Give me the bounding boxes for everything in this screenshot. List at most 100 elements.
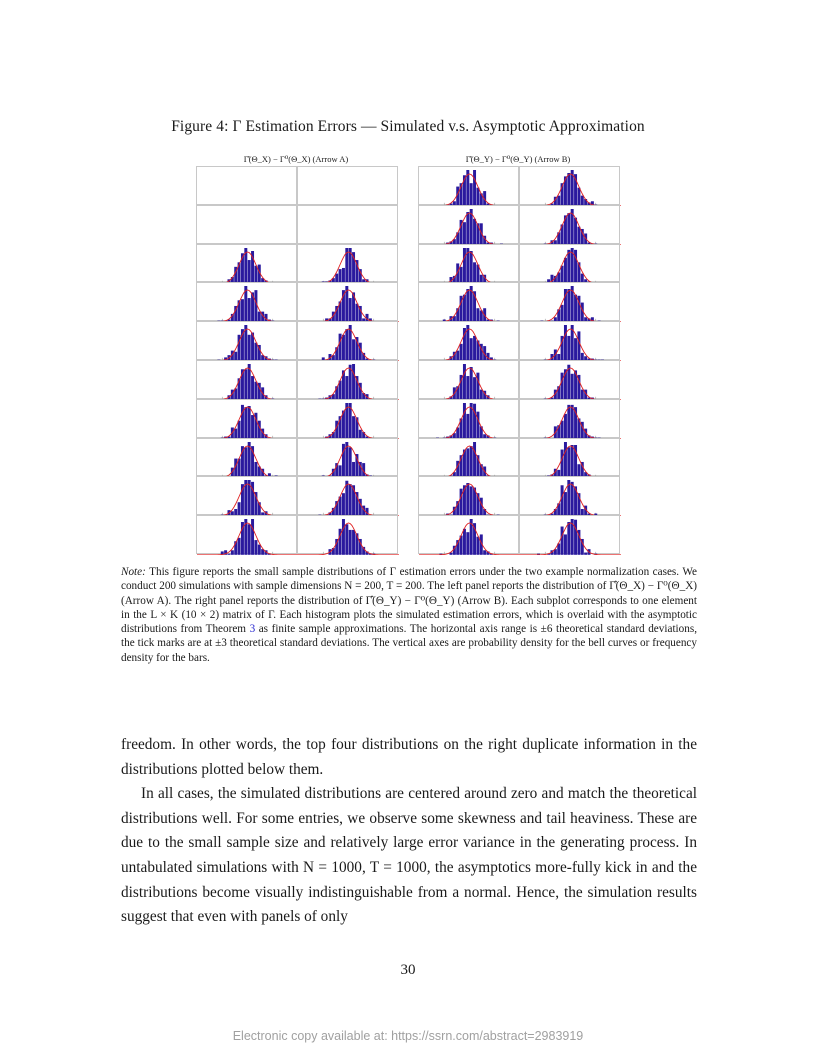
left-subplot (196, 476, 298, 517)
right-subplot (418, 166, 520, 206)
bell-curve (419, 406, 520, 439)
right-subplot (519, 243, 621, 284)
bell-curve (419, 522, 520, 555)
histogram-bar (563, 534, 567, 555)
histogram-bar (224, 357, 228, 361)
histogram-bar (567, 404, 571, 439)
histogram-bar (489, 553, 493, 555)
histogram-bar (244, 247, 248, 284)
histogram-bar (237, 300, 241, 323)
histogram-bar (563, 413, 567, 439)
histogram-bar (338, 301, 342, 323)
histogram-bar (462, 485, 466, 517)
left-subplot (297, 321, 399, 361)
histogram-bar (237, 378, 241, 400)
histogram-bar (553, 509, 557, 517)
histogram-bar (577, 530, 581, 555)
histogram-bar (550, 240, 554, 245)
histogram-bar (254, 412, 258, 439)
theorem-link[interactable]: 3 (249, 623, 256, 636)
bell-curve (298, 445, 399, 478)
right-subplot (519, 360, 621, 400)
histogram-bar (462, 328, 466, 361)
right-subplot (519, 166, 621, 206)
histogram-bar (240, 404, 244, 439)
histogram-bar (352, 461, 356, 478)
bell-curve (419, 173, 520, 206)
right-histogram (520, 208, 621, 245)
histogram-bar (462, 402, 466, 439)
histogram-bar (234, 458, 238, 478)
histogram-bar (483, 191, 487, 206)
histogram-bar (355, 337, 359, 361)
histogram-bar (362, 393, 366, 400)
histogram-bar (553, 468, 557, 478)
histogram-bar (479, 344, 483, 361)
histogram-bar (459, 344, 463, 361)
right-subplot (519, 282, 621, 323)
histogram-bar (476, 187, 480, 206)
paragraph-1: freedom. In other words, the top four di… (121, 736, 697, 778)
histogram-bar (348, 484, 352, 517)
histogram-bar (466, 413, 470, 439)
histogram-bar (557, 425, 561, 439)
left-subplot (297, 398, 399, 439)
histogram-bar (466, 483, 470, 517)
histogram-bar (459, 374, 463, 400)
histogram-bar (331, 508, 335, 517)
histogram-bar (254, 492, 258, 517)
right-subplot (519, 515, 621, 555)
histogram-bar (547, 278, 551, 284)
histogram-bar (479, 310, 483, 323)
histogram-bar (362, 353, 366, 361)
histogram-bar (547, 553, 551, 555)
histogram-bar (469, 486, 473, 517)
right-subplot (418, 398, 520, 439)
histogram-bar (570, 444, 574, 478)
histogram-bar (240, 252, 244, 284)
body-text: freedom. In other words, the top four di… (121, 733, 697, 930)
bell-curve (419, 251, 520, 284)
right-subplot (418, 282, 520, 323)
histogram-bar (335, 386, 339, 400)
histogram-bar (224, 550, 228, 555)
histogram-bar (574, 338, 578, 361)
histogram-bar (234, 388, 238, 400)
histogram-bar (251, 376, 255, 400)
bell-curve (197, 406, 298, 439)
bell-curve (298, 522, 399, 555)
histogram-bar (328, 354, 332, 361)
histogram-bar (358, 306, 362, 323)
left-subplot (196, 282, 298, 323)
histogram-bar (257, 312, 261, 323)
right-histogram (520, 480, 621, 517)
left-histogram (298, 286, 399, 323)
histogram-bar (567, 364, 571, 400)
histogram-bar (358, 382, 362, 400)
histogram-bar (348, 247, 352, 284)
histogram-bar (227, 553, 231, 555)
histogram-bar (341, 370, 345, 400)
histogram-bar (247, 480, 251, 517)
bell-curve (298, 289, 399, 323)
histogram-bar (244, 480, 248, 517)
bell-curve (197, 251, 298, 284)
histogram-bar (570, 373, 574, 400)
histogram-bar (247, 334, 251, 361)
histogram-bar (254, 540, 258, 555)
right-histogram (419, 170, 520, 206)
histogram-bar (328, 318, 332, 323)
right-histogram (419, 519, 520, 555)
bell-curve (298, 328, 399, 361)
histogram-bar (459, 489, 463, 517)
histogram-bar (469, 519, 473, 555)
histogram-bar (230, 276, 234, 284)
histogram-bar (456, 427, 460, 439)
histogram-bar (362, 431, 366, 439)
histogram-bar (574, 295, 578, 323)
histogram-bar (469, 183, 473, 206)
histogram-bar (563, 492, 567, 517)
histogram-bar (251, 414, 255, 439)
histogram-bar (466, 289, 470, 323)
histogram-bar (570, 404, 574, 439)
